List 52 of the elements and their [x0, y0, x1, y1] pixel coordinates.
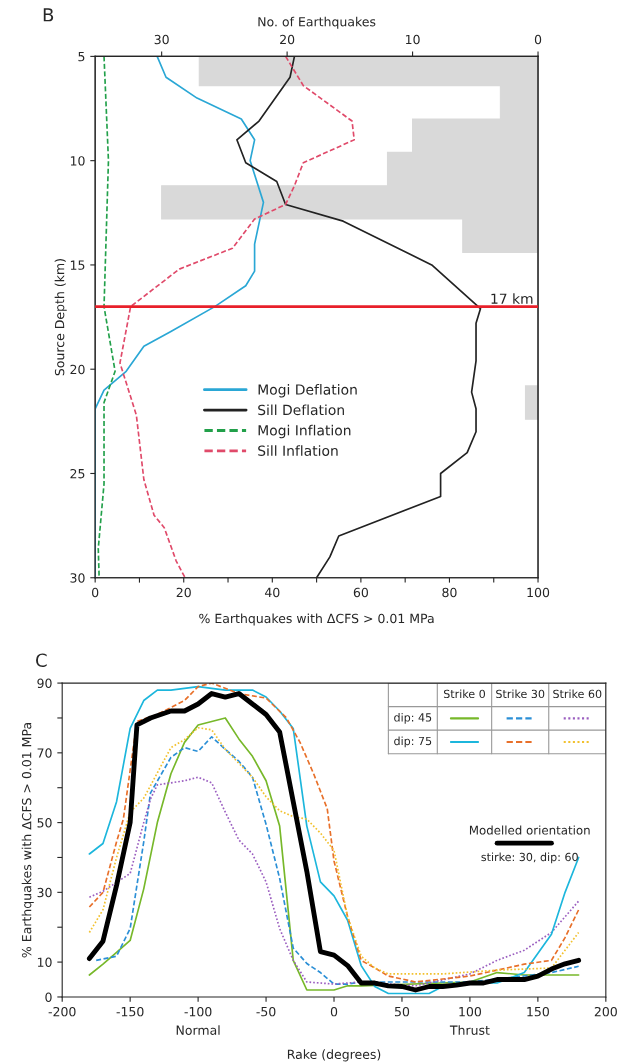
y-tick-label: 30	[70, 573, 85, 583]
ref-line-label: 17 km	[491, 293, 533, 304]
legend-label: Sill Inflation	[258, 445, 338, 456]
x-tick-label: 50	[394, 1006, 410, 1017]
annotation: dip: 75	[394, 736, 432, 748]
chart-title: C	[36, 653, 47, 668]
y-tick-label: 50	[37, 818, 52, 828]
annotation: Modelled orientation	[469, 825, 590, 835]
x-tick-label: 100	[527, 587, 550, 598]
y-tick-label: 70	[37, 748, 52, 758]
y-tick-label: 30	[37, 887, 52, 898]
legend-label: Sill Deflation	[258, 404, 344, 416]
y-tick-label: 5	[78, 52, 85, 62]
annotation: Strike 0	[443, 689, 486, 699]
text: Normal	[176, 1025, 220, 1035]
x2-tick-label: 10	[405, 34, 420, 45]
x2-tick-label: 20	[280, 34, 295, 45]
x-tick-label: -50	[256, 1006, 276, 1017]
annotation: Strike 30	[496, 689, 545, 699]
x-tick-label: 20	[176, 587, 191, 598]
x-tick-label: 80	[442, 587, 457, 598]
x-tick-label: 100	[459, 1006, 482, 1017]
x-axis-title: % Earthquakes with ΔCFS > 0.01 MPa	[199, 613, 434, 626]
annotation: stirke: 30, dip: 60	[481, 852, 578, 864]
annotation: Strike 60	[553, 689, 602, 699]
x-tick-label: 150	[527, 1006, 549, 1017]
y-axis-title: Source Depth (km)	[54, 259, 67, 376]
x-tick-label: 60	[353, 587, 369, 598]
annotation: dip: 45	[394, 713, 432, 724]
x-tick-label: -100	[184, 1006, 212, 1017]
y-tick-label: 25	[70, 468, 85, 479]
x-tick-label: 40	[264, 587, 280, 598]
chart-title: B	[43, 8, 54, 22]
x2-tick-label: 30	[154, 34, 169, 45]
text: Thrust	[449, 1025, 490, 1035]
y-tick-label: 20	[70, 364, 85, 375]
x-tick-label: -200	[48, 1006, 76, 1017]
x-tick-label: 0	[92, 587, 99, 598]
y-axis-title: % Earthquakes with ΔCFS > 0.01 MPa	[21, 723, 34, 958]
y-tick-label: 0	[45, 992, 52, 1002]
y-tick-label: 10	[37, 957, 52, 968]
y-tick-label: 10	[70, 156, 85, 166]
y-tick-label: 15	[70, 260, 85, 270]
x2-tick-label: 0	[534, 34, 542, 45]
x2-axis-title: No. of Earthquakes	[258, 16, 376, 29]
legend-label: Mogi Deflation	[258, 384, 357, 398]
y-tick-label: 90	[37, 678, 52, 689]
legend-label: Mogi Inflation	[258, 424, 351, 439]
x-tick-label: 0	[330, 1006, 338, 1017]
x-axis-title: Rake (degrees)	[287, 1049, 381, 1062]
x-tick-label: 200	[594, 1006, 617, 1017]
x-tick-label: -150	[116, 1006, 144, 1017]
